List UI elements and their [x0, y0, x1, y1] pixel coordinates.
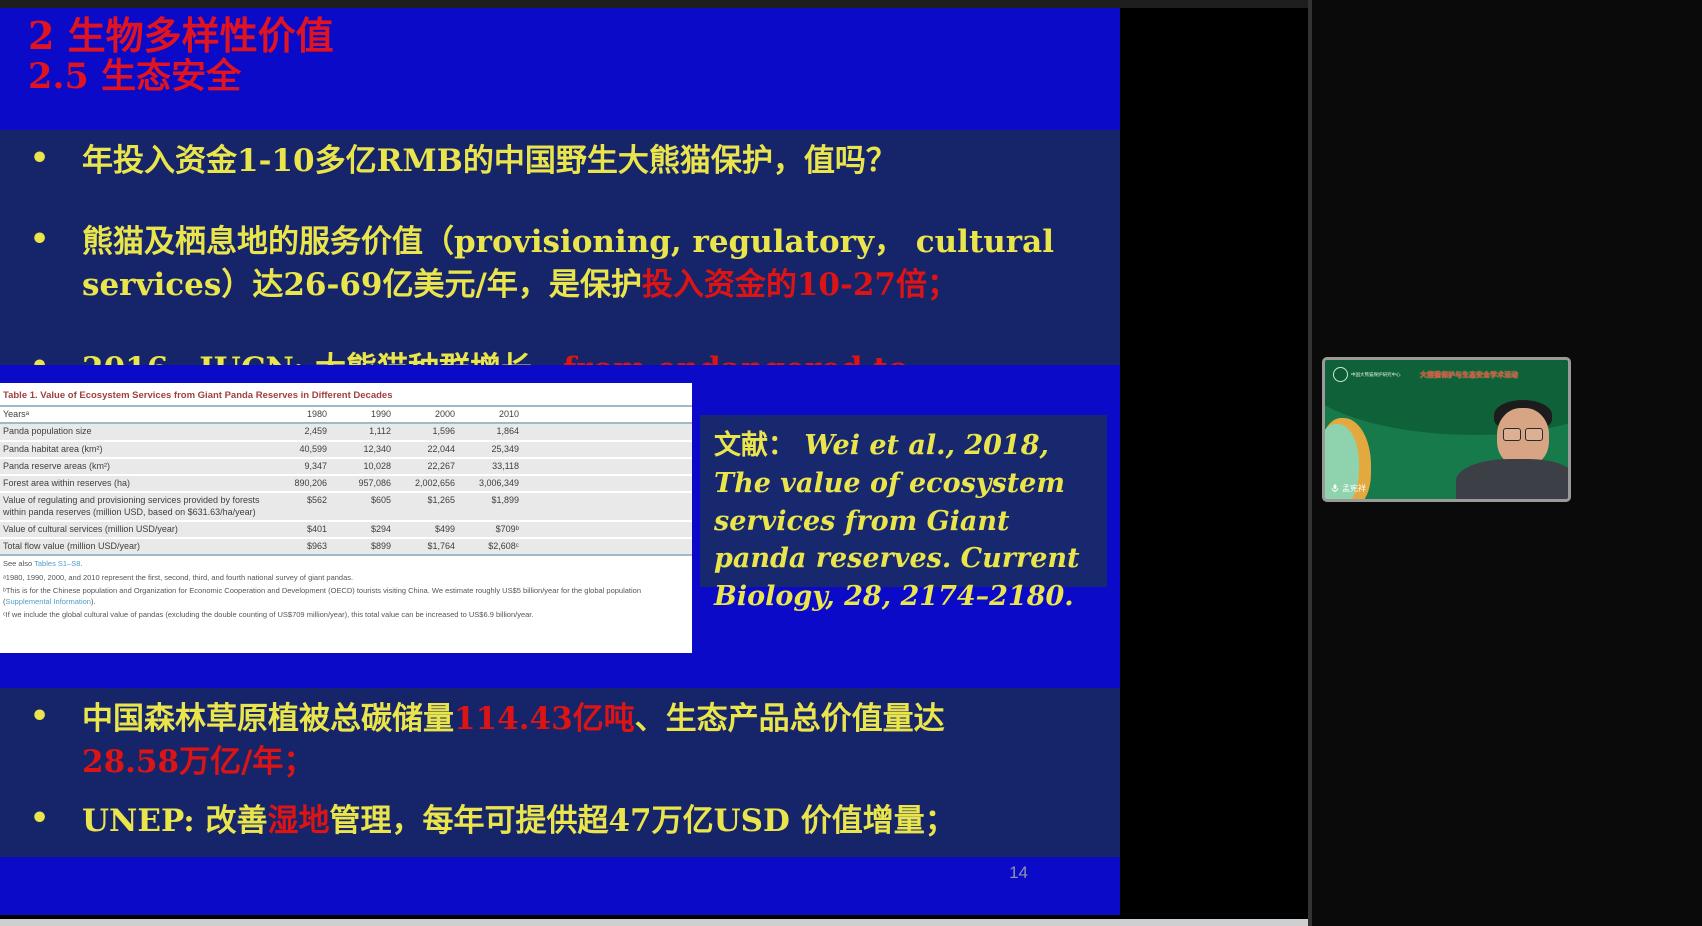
webcam-org-logo: 中国大熊猫保护研究中心 [1333, 367, 1421, 382]
table-row: Value of regulating and provisioning ser… [0, 493, 692, 522]
bottom-bar [0, 919, 1308, 926]
presenter-face [1497, 408, 1549, 466]
slide-title-band: 2 生物多样性价值 2.5 生态安全 [0, 8, 1120, 130]
table-row: Total flow value (million USD/year) $963… [0, 539, 692, 557]
table-header-row: Yearsᵃ 1980 1990 2000 2010 [0, 407, 692, 425]
table-footnote-a: ᵃ1980, 1990, 2000, and 2010 represent th… [3, 572, 354, 582]
table-row: Value of cultural services (million USD/… [0, 521, 692, 539]
webcam-mint-decoration [1325, 424, 1359, 499]
ecosystem-services-table: Table 1. Value of Ecosystem Services fro… [0, 383, 692, 653]
bullet-dot-icon: • [30, 800, 50, 836]
panel-divider [1308, 0, 1312, 926]
microphone-icon [1331, 484, 1339, 493]
bullet-unep-wetland: • UNEP: 改善湿地管理，每年可提供超47万亿USD 价值增量； [0, 800, 1120, 843]
table-footnote-seealso: See also Tables S1–S8. [3, 559, 83, 569]
screen-share-region: 2 生物多样性价值 2.5 生态安全 • 年投入资金1-10多亿RMB的中国野生… [0, 0, 1308, 926]
webcam-nametag: 孟宪祥 [1331, 483, 1366, 494]
tables-s1-s8-link[interactable]: Tables S1–S8 [34, 559, 81, 569]
bullet-carbon-storage: • 中国森林草原植被总碳储量114.43亿吨、生态产品总价值量达 28.58万亿… [0, 698, 1120, 784]
bullet-dot-icon: • [30, 221, 50, 257]
video-sidebar: 中国大熊猫保护研究中心 大熊猫保护与生态安全学术活动 孟宪祥 [1312, 0, 1702, 926]
top-strip [0, 0, 1308, 8]
slide-title-line2: 2.5 生态安全 [28, 55, 242, 97]
citation-text: Wei et al., 2018, The value of ecosystem… [714, 430, 1080, 613]
presentation-slide: 2 生物多样性价值 2.5 生态安全 • 年投入资金1-10多亿RMB的中国野生… [0, 8, 1120, 915]
emphasis-carbon-tons: 114.43亿吨 [454, 701, 635, 737]
table-row: Panda reserve areas (km²) 9,347 10,028 2… [0, 458, 692, 476]
bullet-service-value: • 熊猫及栖息地的服务价值（provisioning, regulatory， … [0, 221, 1120, 307]
webcam-banner-text: 大熊猫保护与生态安全学术活动 [1420, 372, 1518, 379]
table-row: Panda habitat area (km²) 40,599 12,340 2… [0, 441, 692, 459]
emphasis-wetland: 湿地 [267, 802, 330, 839]
bullet-panda-investment: • 年投入资金1-10多亿RMB的中国野生大熊猫保护，值吗？ [0, 140, 1120, 183]
emphasis-total-value: 28.58万亿/年； [82, 743, 315, 780]
slide-bullets-lower: • 中国森林草原植被总碳储量114.43亿吨、生态产品总价值量达 28.58万亿… [0, 688, 1120, 857]
table-row: Forest area within reserves (ha) 890,206… [0, 476, 692, 494]
webcam-thumbnail[interactable]: 中国大熊猫保护研究中心 大熊猫保护与生态安全学术活动 孟宪祥 [1322, 357, 1571, 502]
citation-box: 文献： Wei et al., 2018, The value of ecosy… [700, 415, 1107, 612]
slide-bullets-upper: • 年投入资金1-10多亿RMB的中国野生大熊猫保护，值吗？ • 熊猫及栖息地的… [0, 130, 1120, 430]
table-title: Table 1. Value of Ecosystem Services fro… [0, 383, 692, 407]
table-row: Panda population size 2,459 1,112 1,596 … [0, 424, 692, 442]
page-number: 14 [1009, 863, 1028, 882]
org-logo-text: 中国大熊猫保护研究中心 [1351, 371, 1401, 377]
slide-title-line1: 2 生物多样性价值 [28, 13, 334, 58]
supplemental-information-link[interactable]: Supplemental Information [5, 596, 91, 606]
emphasis-10-27x: 投入资金的10-27倍； [641, 266, 958, 303]
slide-table-band: Table 1. Value of Ecosystem Services fro… [0, 365, 1120, 688]
slide-footer-band: 14 [0, 857, 1120, 915]
table-footnote-c: ᶜIf we include the global cultural value… [3, 610, 534, 620]
org-logo-icon [1333, 367, 1348, 382]
bullet-dot-icon: • [30, 699, 50, 734]
bullet-dot-icon: • [30, 141, 50, 176]
presenter-glasses [1500, 428, 1546, 441]
presenter-name: 孟宪祥 [1342, 484, 1366, 493]
presenter-body [1456, 459, 1568, 499]
table-footnote-b: ᵇThis is for the Chinese population and … [3, 586, 642, 606]
citation-label: 文献： [714, 430, 795, 461]
